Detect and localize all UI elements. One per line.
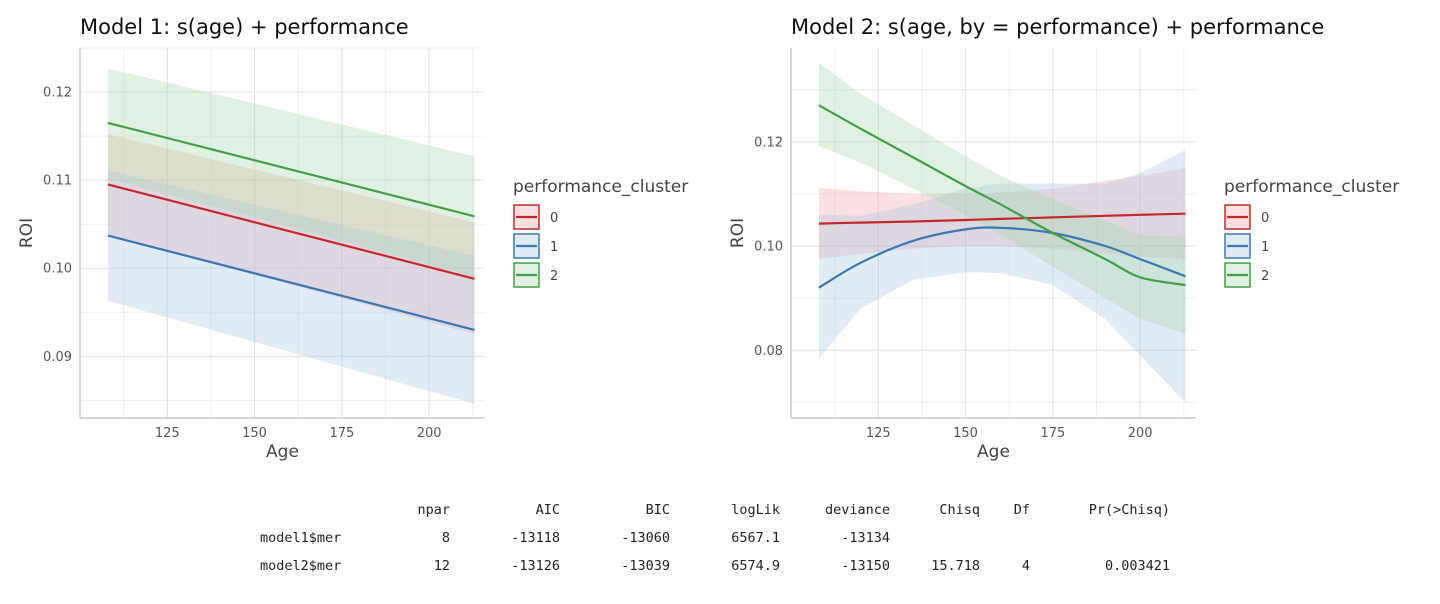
ribbon-series-1	[818, 149, 1186, 403]
anova-cell	[980, 524, 1030, 552]
anova-col-header: Pr(>Chisq)	[1088, 502, 1170, 518]
line-series-0	[818, 212, 1186, 225]
anova-header-row: npar AIC BIC logLik deviance Chisq Df Pr(>Chisq…	[240, 496, 1170, 524]
legend-label-1: 1	[1261, 240, 1269, 255]
ribbon-series-0	[818, 167, 1186, 260]
anova-cell: 6574.9	[731, 558, 780, 574]
y-axis-label: ROI	[17, 218, 37, 248]
anova-cell	[890, 524, 980, 552]
anova-cell: 8	[441, 530, 450, 546]
ribbon-series-2	[818, 62, 1186, 334]
line-series-1	[107, 234, 475, 331]
anova-cell: 15.718	[931, 558, 980, 574]
x-tick-label: 175	[1040, 426, 1065, 441]
anova-cell: -13126	[511, 558, 560, 574]
ribbon-series-2	[107, 68, 475, 277]
legend-title: performance_cluster	[513, 177, 688, 197]
x-axis-label: Age	[977, 442, 1010, 462]
anova-cell: 4	[1021, 558, 1030, 574]
x-tick-label: 150	[242, 426, 267, 441]
chart-panel-2: Model 2: s(age, by = performance) + perf…	[728, 15, 1399, 462]
legend-label-2: 2	[1261, 269, 1269, 284]
anova-table: npar AIC BIC logLik deviance Chisq Df Pr(>Chisq…	[240, 496, 1200, 580]
anova-cell: -13060	[621, 530, 670, 546]
anova-cell: 12	[433, 558, 450, 574]
legend: performance_cluster 0 1 2	[513, 177, 688, 288]
line-series-2	[107, 121, 475, 218]
anova-col-header: AIC	[535, 502, 560, 518]
anova-cell	[1030, 524, 1170, 552]
anova-cell: -13039	[621, 558, 670, 574]
ribbon-series-1	[107, 170, 475, 404]
anova-col-header: npar	[417, 502, 450, 518]
anova-row: model2$mer 12 -13126 -13039 6574.9 -13150 15.7…	[240, 552, 1170, 580]
y-tick-label: 0.08	[754, 344, 783, 359]
anova-corner	[240, 496, 390, 524]
legend: performance_cluster 0 1 2	[1224, 177, 1399, 288]
anova-cell: 0.003421	[1104, 558, 1170, 574]
y-axis-label: ROI	[728, 218, 748, 248]
y-tick-label: 0.10	[43, 262, 72, 277]
line-series-0	[107, 183, 475, 280]
chart-title: Model 2: s(age, by = performance) + perf…	[791, 15, 1324, 39]
legend-label-2: 2	[550, 269, 558, 284]
anova-cell: 6567.1	[731, 530, 780, 546]
anova-row: model1$mer 8 -13118 -13060 6567.1 -13134	[240, 524, 1170, 552]
y-tick-label: 0.09	[43, 350, 72, 365]
x-tick-label: 175	[329, 426, 354, 441]
legend-label-0: 0	[550, 211, 558, 226]
anova-col-header: Df	[1013, 502, 1030, 518]
line-series-1	[818, 226, 1186, 289]
x-tick-label: 200	[1128, 426, 1153, 441]
y-tick-label: 0.12	[43, 86, 72, 101]
anova-col-header: BIC	[645, 502, 670, 518]
legend-label-1: 1	[550, 240, 558, 255]
y-tick-label: 0.10	[754, 240, 783, 255]
legend-label-0: 0	[1261, 211, 1269, 226]
x-axis-label: Age	[266, 442, 299, 462]
y-tick-label: 0.11	[43, 174, 72, 189]
x-tick-label: 150	[953, 426, 978, 441]
x-tick-label: 125	[155, 426, 180, 441]
anova-cell: -13118	[511, 530, 560, 546]
ribbon-series-0	[107, 134, 475, 335]
anova-col-header: Chisq	[939, 502, 980, 518]
x-tick-label: 125	[866, 426, 891, 441]
anova-col-header: deviance	[824, 502, 890, 518]
line-series-2	[818, 104, 1186, 287]
chart-title: Model 1: s(age) + performance	[80, 15, 409, 39]
anova-col-header: logLik	[731, 502, 780, 518]
anova-cell: -13134	[841, 530, 890, 546]
y-tick-label: 0.12	[754, 135, 783, 150]
anova-cell: -13150	[841, 558, 890, 574]
x-tick-label: 200	[417, 426, 442, 441]
anova-row-name: model2$mer	[260, 558, 342, 574]
legend-title: performance_cluster	[1224, 177, 1399, 197]
anova-row-name: model1$mer	[260, 530, 342, 546]
